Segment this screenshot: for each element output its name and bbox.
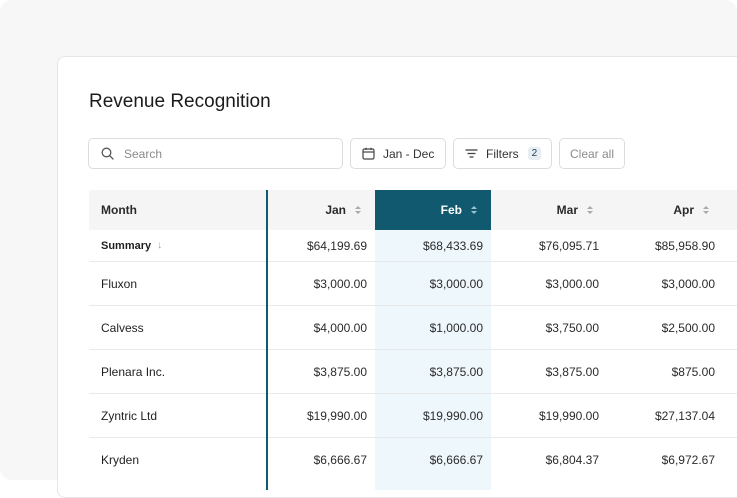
sort-icon[interactable] bbox=[703, 206, 709, 214]
column-header-month[interactable]: Month bbox=[101, 203, 137, 217]
cell-feb: $3,000.00 bbox=[429, 276, 483, 291]
cell-mar: $3,000.00 bbox=[545, 276, 599, 291]
table-row[interactable]: Calvess $4,000.00 $1,000.00 $3,750.00 $2… bbox=[89, 306, 737, 350]
date-range-label: Jan - Dec bbox=[383, 146, 435, 161]
summary-label-cell: Summary ↓ bbox=[101, 239, 163, 252]
selected-column-highlight bbox=[375, 230, 491, 490]
row-name: Calvess bbox=[101, 320, 144, 335]
summary-apr: $85,958.90 bbox=[654, 238, 715, 253]
cell-mar: $3,875.00 bbox=[545, 364, 599, 379]
row-name: Fluxon bbox=[101, 276, 138, 291]
cell-feb: $3,875.00 bbox=[429, 364, 483, 379]
summary-row: Summary ↓ $64,199.69 $68,433.69 $76,095.… bbox=[89, 230, 737, 262]
summary-feb: $68,433.69 bbox=[422, 238, 483, 253]
filters-button[interactable]: Filters 2 bbox=[453, 138, 552, 169]
cell-feb: $6,666.67 bbox=[429, 452, 483, 467]
search-box[interactable] bbox=[88, 138, 343, 169]
cell-mar: $6,804.37 bbox=[545, 452, 599, 467]
cell-apr: $6,972.67 bbox=[661, 452, 715, 467]
date-range-button[interactable]: Jan - Dec bbox=[350, 138, 446, 169]
sort-icon[interactable] bbox=[587, 206, 593, 214]
calendar-icon bbox=[362, 147, 375, 160]
cell-jan: $19,990.00 bbox=[306, 408, 367, 423]
cell-jan: $3,875.00 bbox=[313, 364, 367, 379]
cell-jan: $4,000.00 bbox=[313, 320, 367, 335]
arrow-down-icon[interactable]: ↓ bbox=[157, 240, 163, 251]
filter-icon bbox=[465, 149, 478, 158]
table-header: Month Jan Feb Mar Apr bbox=[89, 190, 737, 230]
column-header-feb[interactable]: Feb bbox=[375, 190, 491, 230]
table-row[interactable]: Fluxon $3,000.00 $3,000.00 $3,000.00 $3,… bbox=[89, 262, 737, 306]
filters-count-badge: 2 bbox=[527, 147, 542, 160]
frozen-column-divider bbox=[266, 190, 268, 490]
cell-apr: $2,500.00 bbox=[661, 320, 715, 335]
column-header-jan[interactable]: Jan bbox=[268, 190, 375, 230]
column-header-mar[interactable]: Mar bbox=[491, 190, 607, 230]
cell-feb: $1,000.00 bbox=[429, 320, 483, 335]
cell-apr: $27,137.04 bbox=[654, 408, 715, 423]
cell-apr: $875.00 bbox=[671, 364, 715, 379]
app-background: Revenue Recognition Jan - Dec bbox=[57, 56, 737, 498]
cell-jan: $3,000.00 bbox=[313, 276, 367, 291]
cell-mar: $3,750.00 bbox=[545, 320, 599, 335]
cell-feb: $19,990.00 bbox=[422, 408, 483, 423]
row-name: Plenara Inc. bbox=[101, 364, 166, 379]
summary-mar: $76,095.71 bbox=[538, 238, 599, 253]
row-name: Zyntric Ltd bbox=[101, 408, 158, 423]
cell-jan: $6,666.67 bbox=[313, 452, 367, 467]
table-row[interactable]: Plenara Inc. $3,875.00 $3,875.00 $3,875.… bbox=[89, 350, 737, 394]
search-input[interactable] bbox=[122, 145, 326, 162]
sort-icon[interactable] bbox=[471, 206, 477, 214]
table-row[interactable]: Zyntric Ltd $19,990.00 $19,990.00 $19,99… bbox=[89, 394, 737, 438]
revenue-card: Revenue Recognition Jan - Dec bbox=[57, 56, 737, 498]
row-name: Kryden bbox=[101, 452, 140, 467]
cell-mar: $19,990.00 bbox=[538, 408, 599, 423]
summary-jan: $64,199.69 bbox=[306, 238, 367, 253]
clear-all-button[interactable]: Clear all bbox=[559, 138, 625, 169]
table-row[interactable]: Kryden $6,666.67 $6,666.67 $6,804.37 $6,… bbox=[89, 438, 737, 481]
cell-apr: $3,000.00 bbox=[661, 276, 715, 291]
page-title: Revenue Recognition bbox=[89, 91, 271, 112]
column-header-apr[interactable]: Apr bbox=[607, 190, 723, 230]
sort-icon[interactable] bbox=[355, 206, 361, 214]
filters-label: Filters bbox=[486, 146, 519, 161]
search-icon bbox=[101, 147, 114, 160]
